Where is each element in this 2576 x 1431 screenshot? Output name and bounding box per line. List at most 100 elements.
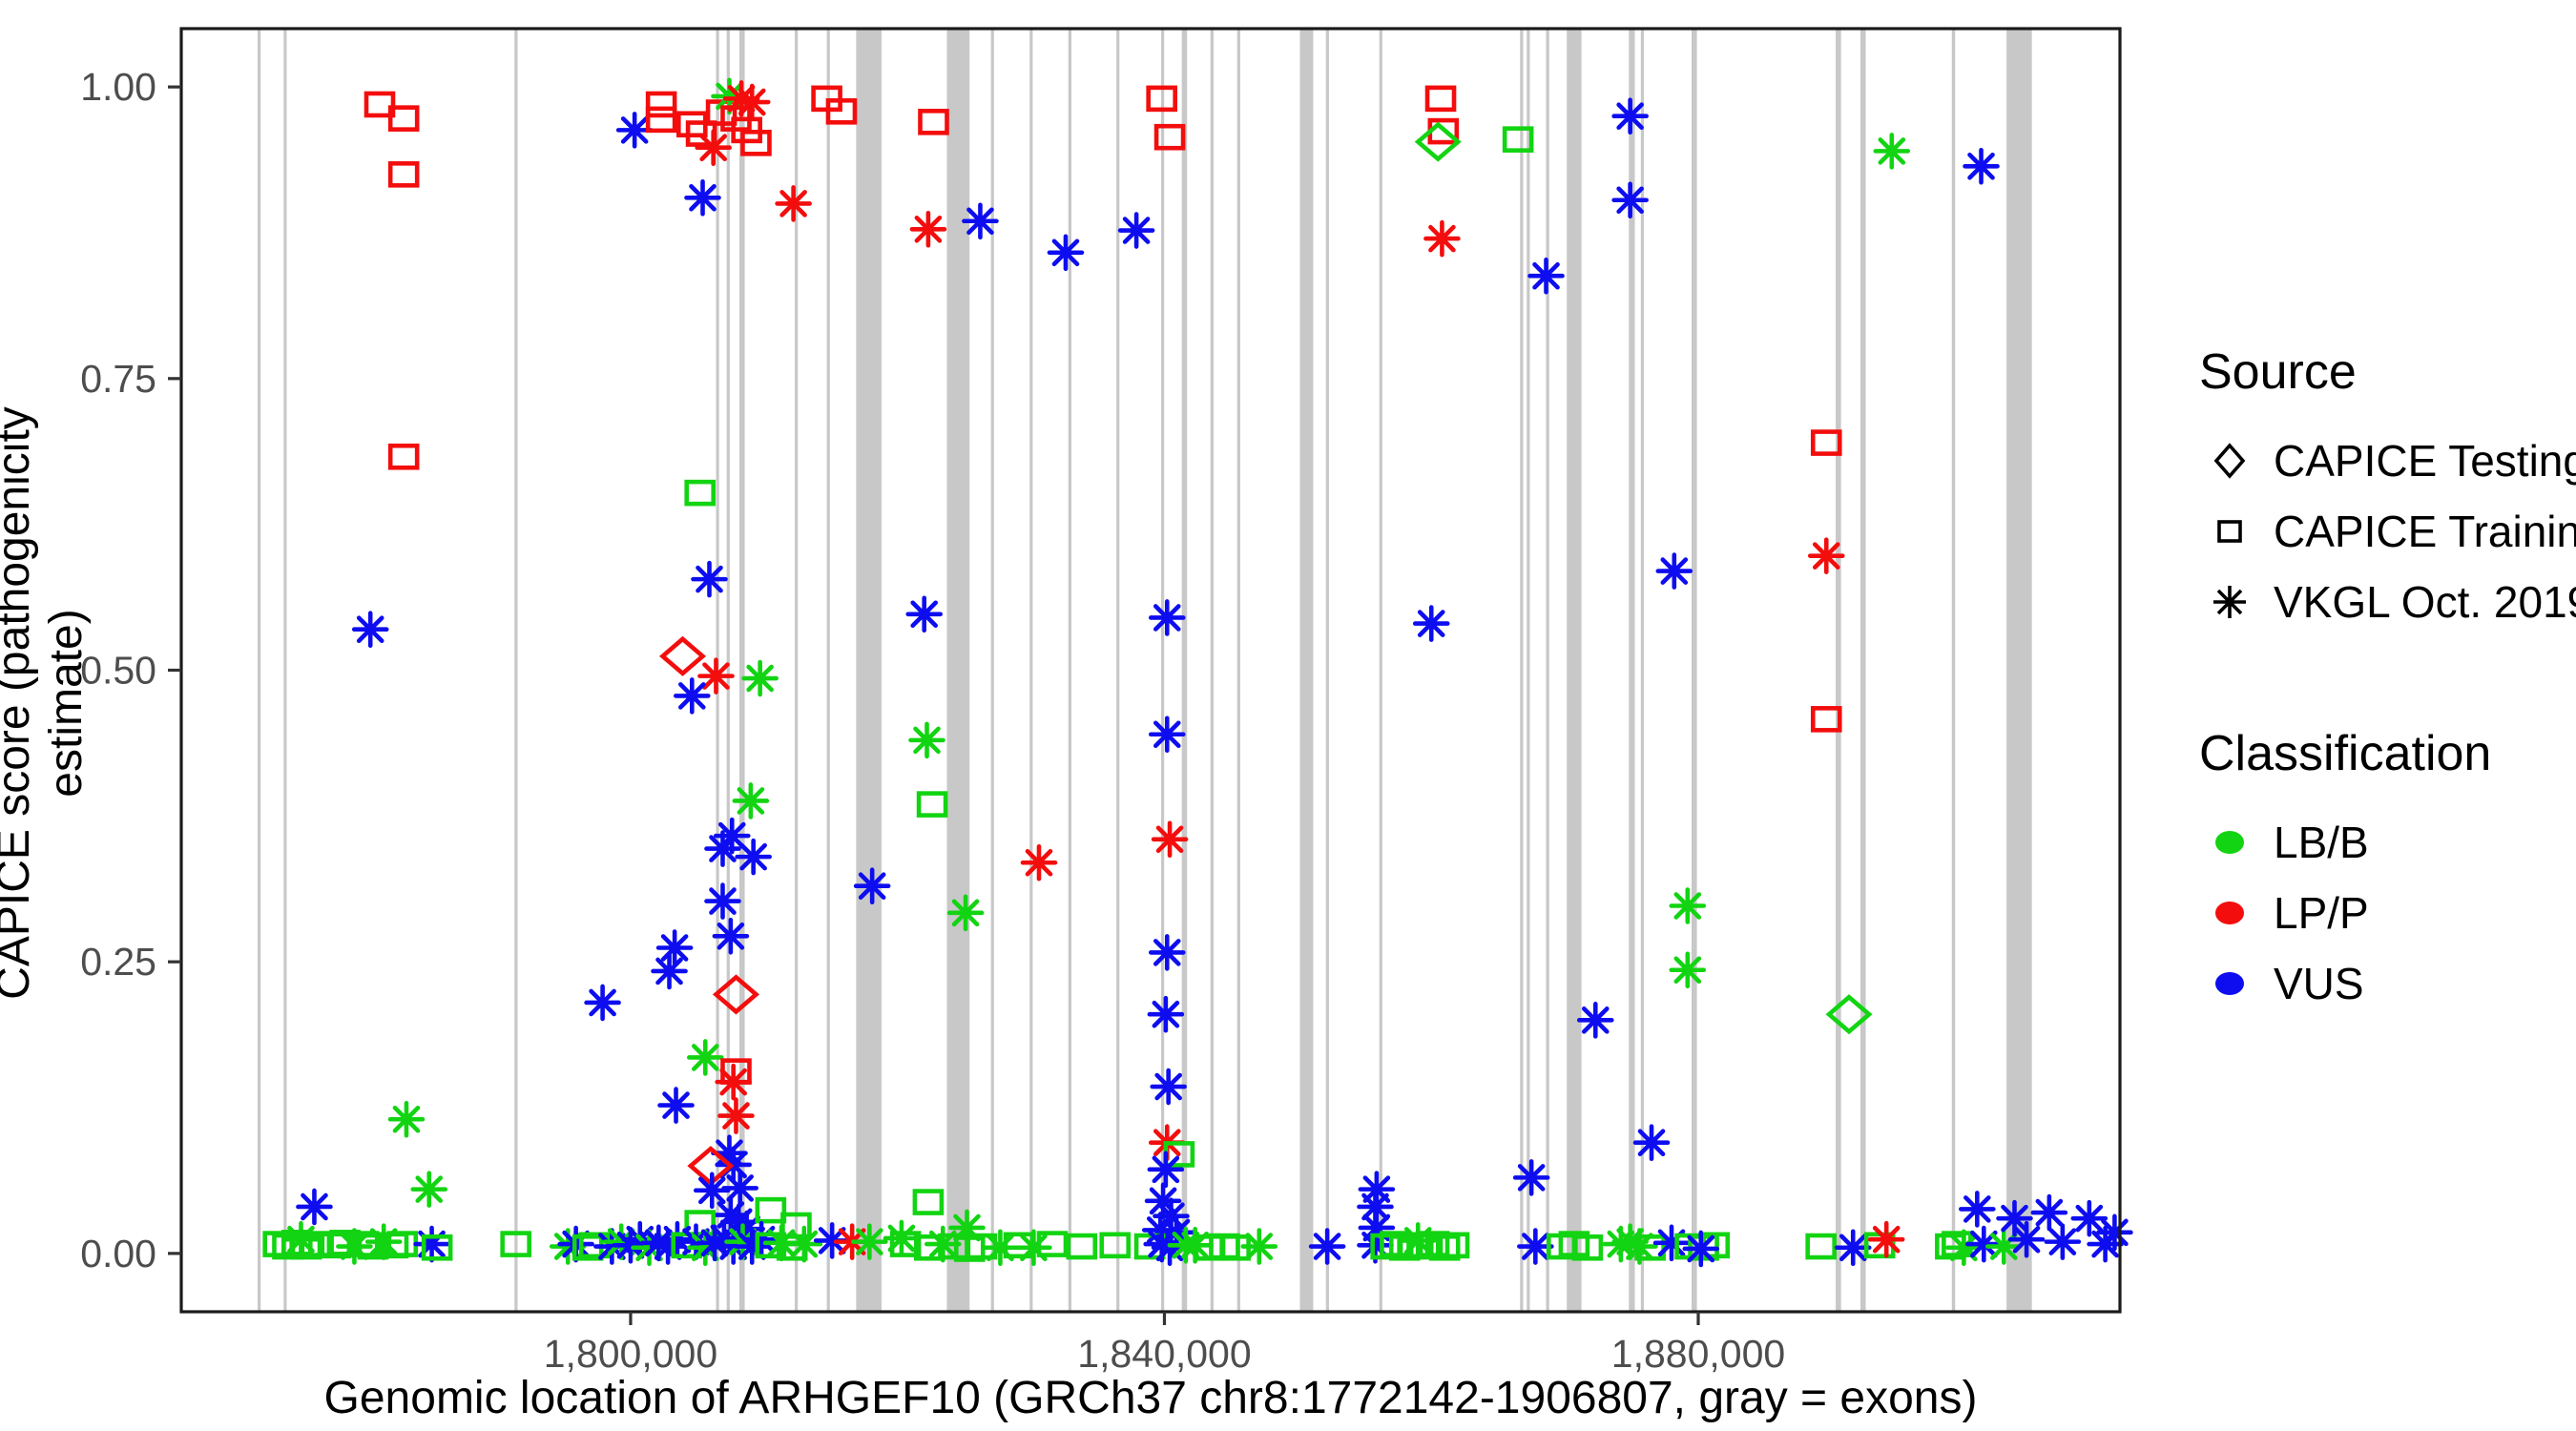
point-star-VUS — [1512, 1159, 1550, 1196]
point-square-LB — [1634, 1234, 1666, 1261]
exon-bar — [1546, 30, 1549, 1311]
exon-bar — [1859, 30, 1866, 1311]
point-star-VUS — [2044, 1223, 2082, 1260]
y-tick-label: 0.00 — [80, 1232, 156, 1275]
exon-bar — [1181, 30, 1188, 1311]
point-square-LB — [421, 1234, 453, 1261]
exon-bar — [1029, 30, 1033, 1311]
point-star-LB — [724, 1223, 761, 1260]
point-star-VUS — [1965, 1225, 2003, 1263]
legend-item-lbb: LB/B — [2199, 807, 2571, 878]
point-star-VUS — [640, 1224, 677, 1262]
exon-bar — [1640, 30, 1645, 1311]
point-star-VUS — [1963, 147, 2000, 185]
point-diamond-LB — [1414, 121, 1462, 162]
panel-border — [179, 27, 2122, 1314]
point-star-VUS — [721, 1170, 758, 1207]
point-square-LB — [1502, 126, 1534, 153]
point-star-VUS — [1576, 1002, 1614, 1039]
point-star-VUS — [658, 1220, 696, 1258]
point-star-VUS — [1143, 1225, 1180, 1263]
point-square-LP — [1810, 706, 1842, 733]
point-star-LP — [1020, 843, 1058, 881]
point-star-VUS — [715, 1146, 752, 1184]
point-square-LB — [1571, 1234, 1604, 1261]
exon-bar — [258, 30, 261, 1311]
point-star-VUS — [728, 1210, 765, 1248]
point-star-LB — [1399, 1222, 1437, 1259]
point-square-LB — [1099, 1232, 1132, 1259]
point-star-VUS — [1357, 1188, 1394, 1226]
point-star-VUS — [1153, 1197, 1190, 1235]
legend-item-vkgl: VKGL Oct. 2019 — [2199, 567, 2576, 637]
exon-bar — [795, 30, 799, 1311]
legend: Source CAPICE Testing CAPICE Training — [2199, 343, 2576, 1107]
y-tick-label: 0.25 — [80, 940, 156, 984]
point-star-VUS — [296, 1188, 333, 1226]
point-square-LP — [740, 130, 772, 156]
point-star-VUS — [713, 817, 751, 855]
point-diamond-LB — [1825, 994, 1873, 1035]
lbb-color-dot-icon — [2199, 817, 2260, 868]
exon-bar — [1325, 30, 1329, 1311]
point-square-LB — [347, 1231, 380, 1257]
exon-bar — [1210, 30, 1214, 1311]
y-tick-label: 1.00 — [80, 65, 156, 109]
point-star-VUS — [413, 1225, 450, 1263]
point-star-VUS — [674, 677, 711, 715]
star-marker-icon — [2199, 576, 2260, 628]
point-star-VUS — [704, 882, 741, 920]
point-star-LB — [387, 1100, 426, 1138]
exon-bar — [2006, 30, 2032, 1311]
legend-item-lpp: LP/P — [2199, 878, 2571, 948]
point-star-VUS — [691, 560, 728, 598]
point-star-LB — [1621, 1228, 1658, 1265]
point-star-LP — [695, 129, 732, 167]
point-star-LB — [549, 1228, 587, 1265]
exon-bar — [1691, 30, 1697, 1311]
point-star-LB — [785, 1225, 823, 1263]
point-star-VUS — [735, 838, 772, 876]
point-star-VUS — [351, 611, 389, 649]
point-square-LB — [916, 791, 948, 818]
exon-bar — [856, 30, 882, 1311]
exon-bar — [826, 30, 830, 1311]
point-diamond-LP — [712, 974, 760, 1015]
point-star-LB — [1985, 1228, 2023, 1265]
exon-bar — [1299, 30, 1314, 1311]
x-axis-title: Genomic location of ARHGEF10 (GRCh37 chr… — [323, 1373, 1978, 1423]
point-star-VUS — [1682, 1230, 1720, 1268]
point-star-VUS — [742, 1220, 780, 1258]
point-star-VUS — [1148, 934, 1186, 971]
exon-bar — [946, 30, 970, 1311]
point-square-LP — [364, 91, 396, 118]
point-star-LB — [410, 1171, 448, 1208]
point-star-VUS — [1412, 605, 1450, 642]
point-star-VUS — [1157, 1213, 1195, 1252]
point-star-VUS — [1959, 1191, 1996, 1228]
point-star-VUS — [655, 929, 694, 966]
square-marker-icon — [2199, 506, 2260, 557]
point-star-LP — [697, 657, 735, 695]
point-star-LB — [762, 1224, 800, 1262]
point-star-VUS — [584, 984, 621, 1022]
point-star-VUS — [677, 1223, 715, 1260]
point-square-LB — [755, 1196, 787, 1224]
point-star-VUS — [1151, 1229, 1189, 1267]
lpp-color-dot-icon — [2199, 887, 2260, 939]
point-star-LB — [1240, 1228, 1278, 1265]
point-square-LP — [387, 161, 420, 188]
point-star-LB — [1611, 1223, 1649, 1260]
point-square-LP — [645, 91, 677, 118]
point-star-VUS — [1611, 181, 1649, 219]
point-star-VUS — [657, 1087, 695, 1124]
point-star-LB — [631, 1229, 668, 1267]
exon-bar — [514, 30, 518, 1311]
legend-source: Source CAPICE Testing CAPICE Training — [2199, 343, 2576, 637]
legend-source-title: Source — [2199, 344, 2357, 400]
exon-bar — [1836, 30, 1841, 1311]
legend-item-label: CAPICE Testing — [2274, 436, 2576, 486]
point-star-VUS — [1148, 599, 1186, 636]
point-star-LP — [775, 185, 812, 222]
